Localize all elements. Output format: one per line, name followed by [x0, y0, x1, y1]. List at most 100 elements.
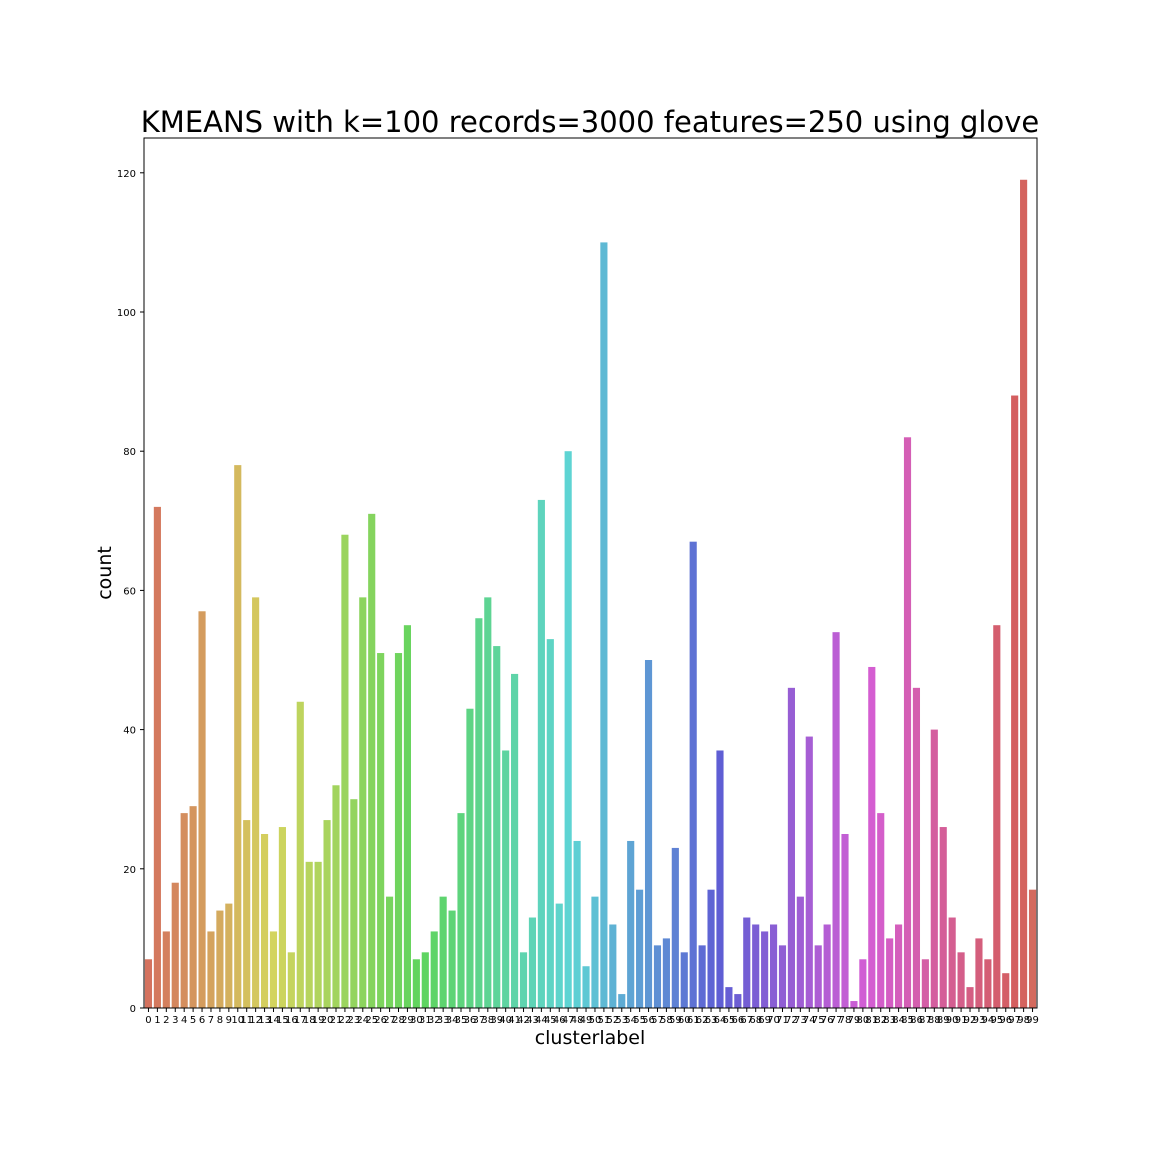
bar-33 [439, 896, 447, 1008]
bar-67 [743, 917, 751, 1008]
bar-64 [716, 750, 724, 1008]
x-tick-label: 25 [365, 1015, 378, 1026]
bar-49 [582, 966, 590, 1008]
x-tick-label: 57 [651, 1015, 664, 1026]
bar-28 [394, 653, 403, 1008]
bar-77 [832, 632, 840, 1008]
x-tick-label: 38 [481, 1015, 494, 1026]
x-tick-label: 53 [615, 1015, 628, 1026]
bar-76 [823, 924, 831, 1008]
x-tick-label: 16 [285, 1015, 298, 1026]
bar-68 [752, 924, 760, 1008]
x-tick-label: 10 [231, 1015, 244, 1026]
bar-34 [448, 910, 456, 1008]
bar-10 [234, 465, 242, 1008]
x-tick-label: 94 [982, 1015, 995, 1026]
x-tick-label: 18 [303, 1015, 316, 1026]
chart-title: KMEANS with k=100 records=3000 features=… [141, 105, 1039, 139]
x-tick-label: 68 [749, 1015, 762, 1026]
bar-19 [314, 861, 322, 1008]
x-tick-label: 21 [330, 1015, 343, 1026]
x-tick-label: 60 [678, 1015, 691, 1026]
x-tick-label: 76 [821, 1015, 834, 1026]
bar-8 [216, 910, 224, 1008]
bar-36 [466, 708, 474, 1008]
bar-94 [984, 959, 992, 1008]
x-tick-label: 55 [633, 1015, 646, 1026]
x-tick-label: 66 [731, 1015, 744, 1026]
bar-16 [287, 952, 295, 1008]
x-tick-label: 58 [660, 1015, 673, 1026]
x-axis-label: clusterlabel [535, 1027, 646, 1049]
bar-84 [895, 924, 903, 1008]
x-tick-label: 7 [208, 1015, 214, 1026]
bar-74 [805, 736, 813, 1008]
bar-7 [207, 931, 215, 1008]
x-tick-label: 37 [473, 1015, 486, 1026]
x-tick-label: 14 [267, 1015, 280, 1026]
x-tick-label: 98 [1017, 1015, 1030, 1026]
bar-70 [769, 924, 778, 1008]
bar-21 [332, 785, 340, 1008]
x-tick-label: 99 [1026, 1015, 1039, 1026]
bar-6 [198, 611, 206, 1008]
y-tick-label: 40 [123, 726, 136, 737]
x-tick-label: 29 [401, 1015, 414, 1026]
y-tick-label: 120 [117, 169, 136, 180]
bar-57 [653, 945, 662, 1008]
bar-35 [457, 813, 465, 1008]
y-tick-label: 100 [117, 308, 136, 319]
bar-14 [269, 931, 278, 1008]
x-tick-label: 65 [723, 1015, 736, 1026]
x-tick-label: 61 [687, 1015, 700, 1026]
bar-12 [252, 597, 260, 1008]
x-tick-label: 26 [374, 1015, 387, 1026]
bar-86 [912, 687, 921, 1008]
bar-44 [537, 499, 545, 1008]
x-tick-label: 82 [874, 1015, 887, 1026]
x-tick-label: 84 [892, 1015, 905, 1026]
bar-43 [528, 917, 537, 1008]
x-tick-label: 9 [226, 1015, 232, 1026]
x-tick-label: 49 [580, 1015, 593, 1026]
x-tick-label: 69 [758, 1015, 771, 1026]
x-tick-label: 90 [946, 1015, 959, 1026]
bar-95 [993, 625, 1001, 1008]
x-tick-label: 23 [347, 1015, 360, 1026]
bar-80 [859, 959, 867, 1008]
x-tick-label: 85 [901, 1015, 914, 1026]
x-tick-label: 33 [437, 1015, 450, 1026]
bar-4 [180, 813, 188, 1008]
bar-87 [921, 959, 929, 1008]
x-tick-label: 91 [955, 1015, 968, 1026]
x-tick-label: 1 [154, 1015, 160, 1026]
bar-96 [1002, 973, 1010, 1008]
bar-37 [475, 618, 483, 1008]
y-tick-label: 20 [123, 865, 136, 876]
bar-30 [412, 959, 420, 1008]
bar-69 [761, 931, 769, 1008]
bar-25 [368, 513, 376, 1008]
bar-0 [144, 959, 153, 1008]
bar-99 [1028, 889, 1037, 1008]
x-tick-label: 4 [181, 1015, 187, 1026]
bar-13 [260, 834, 269, 1008]
bar-45 [546, 639, 554, 1008]
bar-63 [707, 889, 715, 1008]
bar-72 [787, 687, 795, 1008]
x-tick-label: 83 [883, 1015, 896, 1026]
y-axis-ticks: 0 20 40 60 80 100 120 [117, 169, 144, 1015]
x-tick-label: 12 [249, 1015, 262, 1026]
bar-51 [600, 242, 608, 1008]
bar-53 [618, 994, 626, 1008]
x-tick-label: 77 [830, 1015, 843, 1026]
x-tick-label: 34 [446, 1015, 459, 1026]
x-tick-label: 59 [669, 1015, 682, 1026]
x-tick-label: 43 [526, 1015, 539, 1026]
x-tick-label: 27 [383, 1015, 396, 1026]
x-tick-label: 19 [312, 1015, 325, 1026]
bar-91 [957, 952, 965, 1008]
y-tick-label: 0 [130, 1004, 136, 1015]
bar-97 [1011, 395, 1019, 1008]
bar-39 [493, 646, 501, 1008]
